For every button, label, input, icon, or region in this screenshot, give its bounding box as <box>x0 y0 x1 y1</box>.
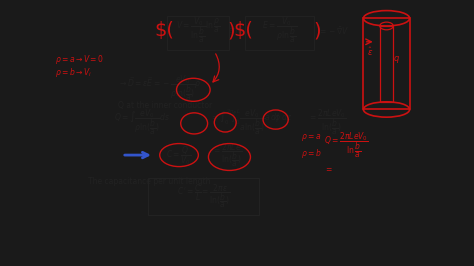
Text: $C' = \dfrac{C}{L} = \dfrac{2\pi\epsilon}{\ln(\dfrac{b}{a})}$: $C' = \dfrac{C}{L} = \dfrac{2\pi\epsilon… <box>177 182 230 210</box>
Text: $Q = \dfrac{2\pi Le V_0}{\ln\dfrac{b}{a}}$: $Q = \dfrac{2\pi Le V_0}{\ln\dfrac{b}{a}… <box>324 131 368 160</box>
Text: $(: $( <box>233 21 253 40</box>
Text: Q at the inner conductor: Q at the inner conductor <box>118 101 212 110</box>
Text: $)$: $)$ <box>227 20 235 41</box>
Text: $(: $( <box>154 21 174 40</box>
Text: $= \int_0^{2\pi}\!\!\int_0^L \dfrac{eV_0}{a\ln(\dfrac{b}{a})} a\,d\phi\,dz$: $= \int_0^{2\pi}\!\!\int_0^L \dfrac{eV_0… <box>210 108 292 137</box>
Text: $C = \dfrac{Q}{V_0}$: $C = \dfrac{Q}{V_0}$ <box>165 144 191 167</box>
Text: $= \dfrac{2\pi L e V_0}{\ln(\dfrac{b}{a})}$: $= \dfrac{2\pi L e V_0}{\ln(\dfrac{b}{a}… <box>309 108 347 137</box>
Text: $q$: $q$ <box>393 53 400 65</box>
Text: $E = \dfrac{V_0}{\rho\ln\dfrac{b}{a}}$: $E = \dfrac{V_0}{\rho\ln\dfrac{b}{a}}$ <box>262 16 297 45</box>
Bar <box>380 26 393 102</box>
Text: $\rightarrow \vec{D} = \epsilon\vec{E} = -\dfrac{eV_0}{\rho\ln(\dfrac{b}{a})}\ha: $\rightarrow \vec{D} = \epsilon\vec{E} =… <box>118 73 201 102</box>
Text: $\rho=b \rightarrow V_i$: $\rho=b \rightarrow V_i$ <box>55 66 92 79</box>
Text: $\rho=a \rightarrow V=0$: $\rho=a \rightarrow V=0$ <box>55 53 104 66</box>
Text: The capacitance per unit length: The capacitance per unit length <box>88 177 211 186</box>
Text: $\hat{\varepsilon}$: $\hat{\varepsilon}$ <box>366 45 373 58</box>
Text: $)$: $)$ <box>313 20 321 41</box>
Text: $=$: $=$ <box>324 164 333 173</box>
Text: $Q = \int \dfrac{eV_0}{\rho\ln(\dfrac{b}{a})} ds$: $Q = \int \dfrac{eV_0}{\rho\ln(\dfrac{b}… <box>113 108 170 137</box>
Text: $\rho=a$: $\rho=a$ <box>301 132 321 143</box>
Text: $= -\bar{\nabla} V$: $= -\bar{\nabla} V$ <box>318 25 349 36</box>
Text: $= \dfrac{2\pi Le}{\ln(\dfrac{b}{a})}$: $= \dfrac{2\pi Le}{\ln(\dfrac{b}{a})}$ <box>212 141 242 169</box>
Bar <box>364 18 410 110</box>
Text: $\rho=b$: $\rho=b$ <box>301 147 321 160</box>
Text: and: and <box>229 26 244 35</box>
Text: $V = \dfrac{V_0}{\ln\dfrac{b}{a}}\ln\dfrac{\rho}{a}$: $V = \dfrac{V_0}{\ln\dfrac{b}{a}}\ln\dfr… <box>176 16 220 45</box>
